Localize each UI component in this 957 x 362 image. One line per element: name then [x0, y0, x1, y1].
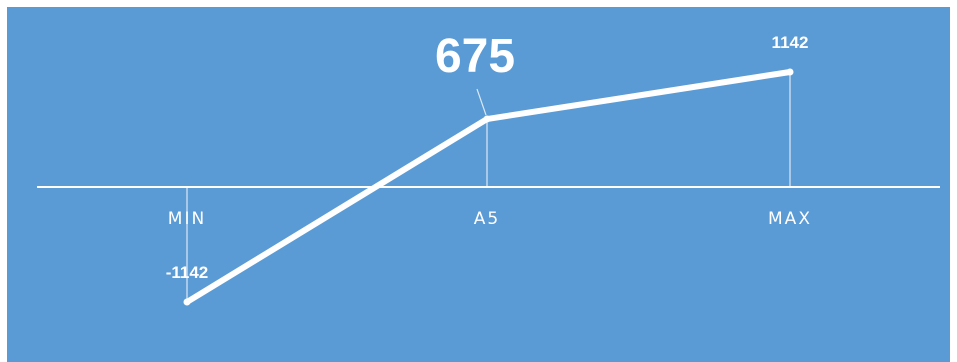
category-tick-labels: MIN A5 MAX: [168, 209, 812, 229]
tick-label-max: MAX: [768, 209, 812, 229]
drop-lines: [186, 72, 791, 302]
data-label-min: -1142: [166, 263, 209, 282]
data-label-leader-line: [476, 88, 487, 116]
data-labels: -1142 675 1142: [166, 30, 809, 282]
data-point-min: [183, 298, 191, 306]
data-point-max: [786, 68, 794, 76]
line-chart: MIN A5 MAX -1142 675 1142: [7, 7, 950, 362]
tick-label-a5: A5: [474, 209, 500, 229]
data-point-a5: [483, 115, 491, 123]
data-label-a5: 675: [435, 30, 515, 83]
data-label-max: 1142: [772, 33, 809, 52]
tick-label-min: MIN: [168, 209, 206, 229]
data-points: [183, 68, 794, 306]
chart-background: [7, 7, 950, 362]
